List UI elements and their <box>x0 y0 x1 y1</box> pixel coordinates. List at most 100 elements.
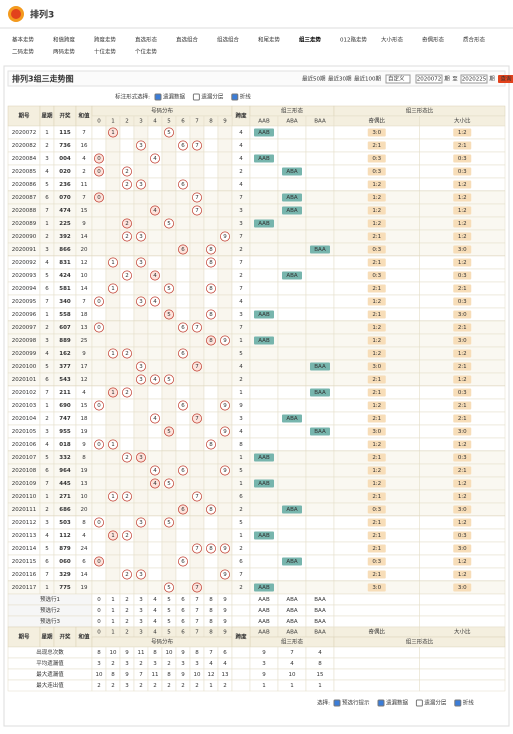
hit-ball <box>122 231 132 242</box>
nav-link[interactable]: 个位走势 <box>135 48 158 56</box>
preselect-digit: 1 <box>111 608 115 614</box>
hit-ball <box>164 309 174 320</box>
ratio-box <box>367 297 386 306</box>
nav-link[interactable]: 组三走势 <box>299 36 322 44</box>
checkbox[interactable] <box>154 93 162 101</box>
query-button[interactable] <box>498 75 513 83</box>
nav-link[interactable]: 直选组合 <box>176 36 199 44</box>
cell <box>305 268 335 283</box>
cell <box>119 190 135 205</box>
checkbox[interactable] <box>377 699 385 707</box>
nav-link[interactable]: 奇偶形态 <box>422 36 445 44</box>
cell <box>305 216 335 231</box>
range-link[interactable]: 最近30期 <box>328 75 352 83</box>
cell <box>175 424 191 439</box>
checkbox-label: 预选行提示 <box>342 699 370 707</box>
stat-value: 3 <box>153 661 157 667</box>
cell <box>249 268 279 283</box>
stat-value: 11 <box>138 650 145 656</box>
ratio-text: 1:2 <box>372 481 381 487</box>
cell <box>189 437 205 452</box>
span: 3 <box>239 221 243 227</box>
hit-ball <box>136 374 146 385</box>
span: 3 <box>239 208 243 214</box>
nav-link[interactable]: 基本走势 <box>12 36 35 44</box>
ratio-text: 3:0 <box>458 507 467 513</box>
cell <box>189 177 205 192</box>
nav-link[interactable]: 直选形态 <box>135 36 158 44</box>
nav-link[interactable]: 和值跨度 <box>53 36 76 44</box>
stat-value: 2 <box>111 661 115 667</box>
nav-link[interactable]: 大小形态 <box>381 36 404 44</box>
custom-select[interactable] <box>385 74 411 84</box>
nav-link[interactable]: 十位走势 <box>94 48 117 56</box>
digit-header: 8 <box>209 119 213 125</box>
ratio-box <box>453 349 472 358</box>
cell <box>133 424 149 439</box>
span: 2 <box>239 507 243 513</box>
nav-link[interactable]: 两码走势 <box>53 48 76 56</box>
checkbox[interactable] <box>454 699 462 707</box>
span: 7 <box>239 572 243 578</box>
digit-header: 7 <box>195 630 199 636</box>
nav-link[interactable]: 和尾走势 <box>258 36 281 44</box>
nav-link[interactable]: 二码走势 <box>12 48 35 56</box>
issue: 2020087 <box>12 195 37 201</box>
ratio-text: 0:3 <box>458 156 467 162</box>
cell <box>277 216 307 231</box>
nav-link[interactable]: 跨度走势 <box>94 36 117 44</box>
nav-link[interactable]: 组选组合 <box>217 36 240 44</box>
ratio-text: 2:1 <box>372 520 381 526</box>
hit-digit: 2 <box>125 533 129 539</box>
hit-digit: 4 <box>153 416 157 422</box>
ratio-text: 2:1 <box>372 455 381 461</box>
to-input[interactable] <box>460 74 488 84</box>
hit-ball <box>122 452 132 463</box>
cell <box>217 346 233 361</box>
ratio-text: 3:0 <box>372 585 381 591</box>
nav-link[interactable]: 质合形态 <box>463 36 486 44</box>
preselect-digit: 5 <box>167 619 171 625</box>
cell <box>277 528 307 543</box>
cell <box>249 229 279 244</box>
cell <box>119 411 135 426</box>
hit-digit: 2 <box>125 182 129 188</box>
hit-digit: 3 <box>139 260 143 266</box>
checkbox[interactable] <box>415 699 423 707</box>
logo-text: 排列3 <box>30 9 54 21</box>
cell <box>217 294 233 309</box>
cell <box>203 125 219 140</box>
hit-digit: 9 <box>223 234 227 240</box>
cell <box>119 359 135 374</box>
hit-ball <box>122 387 132 398</box>
nav-link[interactable]: 012路走势 <box>340 36 367 44</box>
sum: 7 <box>82 195 86 201</box>
hit-digit: 3 <box>139 299 143 305</box>
ratio-text: 0:3 <box>372 507 381 513</box>
cell <box>249 385 279 400</box>
stat-label: 出现总次数 <box>36 648 64 656</box>
checkbox[interactable] <box>333 699 341 707</box>
range-link[interactable]: 最近50期 <box>302 75 326 83</box>
range-link[interactable]: 最近100期 <box>354 75 381 83</box>
checkbox[interactable] <box>192 93 200 101</box>
checkbox[interactable] <box>231 93 239 101</box>
cell <box>105 541 121 556</box>
sum: 8 <box>82 520 86 526</box>
issue: 2020103 <box>12 403 37 409</box>
cell <box>203 424 219 439</box>
hit-digit: 9 <box>223 468 227 474</box>
form-hit-text: ABA <box>286 169 298 175</box>
cell <box>231 679 251 692</box>
cell <box>105 190 121 205</box>
from-input[interactable] <box>415 74 443 84</box>
hit-digit: 6 <box>181 559 185 565</box>
hit-ball <box>108 348 118 359</box>
cell <box>91 307 107 322</box>
cell <box>161 346 177 361</box>
ratio-text: 3:0 <box>458 429 467 435</box>
hit-digit: 2 <box>125 351 129 357</box>
issue: 2020099 <box>12 351 37 357</box>
hit-ball <box>206 543 216 554</box>
cell <box>91 541 107 556</box>
